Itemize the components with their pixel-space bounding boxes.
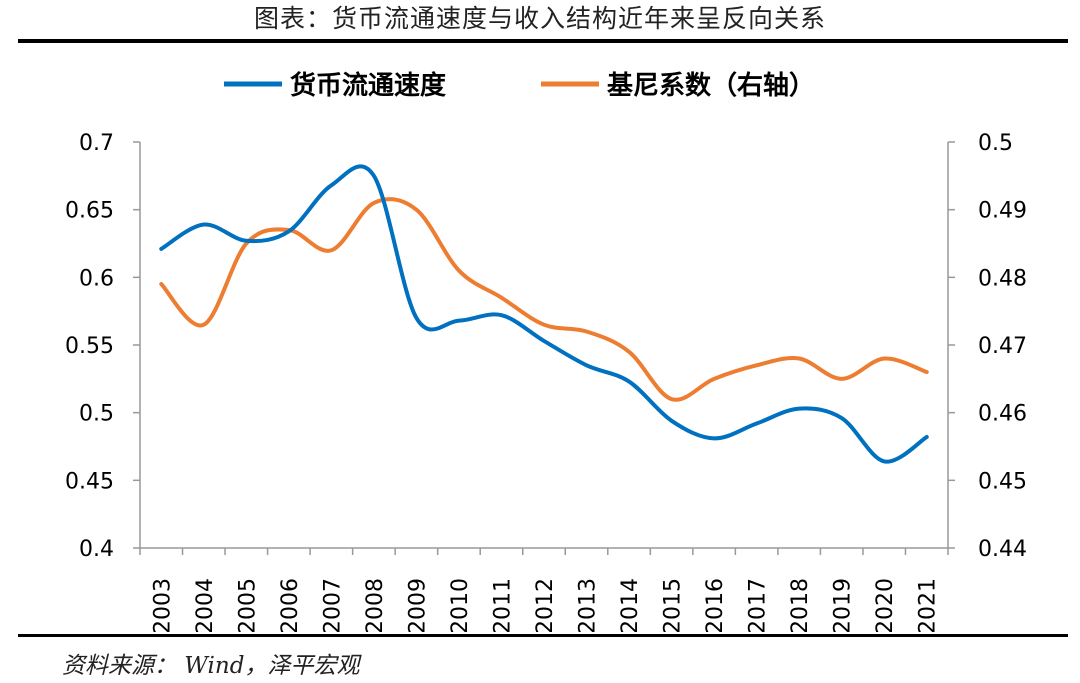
right-tick-label: 0.46: [978, 402, 1027, 427]
left-tick-label: 0.55: [65, 334, 114, 359]
right-tick-label: 0.44: [978, 537, 1027, 562]
x-tick-label: 2005: [235, 578, 260, 632]
x-tick-label: 2013: [576, 578, 601, 632]
legend: 货币流通速度 基尼系数（右轴）: [224, 70, 815, 101]
series-line-velocity: [159, 164, 929, 464]
x-tick-label: 2014: [618, 578, 643, 632]
x-tick-label: 2015: [661, 578, 686, 632]
x-tick-label: 2020: [873, 578, 898, 632]
legend-item-gini: 基尼系数（右轴）: [541, 71, 815, 101]
top-rule: [18, 39, 1068, 43]
x-tick-label: 2016: [703, 578, 728, 632]
x-tick-label: 2017: [746, 578, 771, 632]
left-tick-label: 0.7: [79, 131, 114, 156]
right-tick-label: 0.48: [978, 266, 1027, 291]
legend-item-velocity: 货币流通速度: [224, 70, 446, 101]
left-tick-label: 0.6: [79, 266, 114, 291]
left-tick-label: 0.45: [65, 469, 114, 494]
line-chart: 货币流通速度 基尼系数（右轴） 0.40.450.50.550.60.650.70…: [65, 70, 1027, 632]
bottom-rule: [18, 634, 1068, 637]
right-tick-label: 0.49: [978, 199, 1027, 224]
legend-label: 基尼系数（右轴）: [607, 71, 815, 101]
x-tick-label: 2010: [448, 578, 473, 632]
axes: 0.4 0.45 0.5 0.55 0.6 0.65 0.7 0.44 0.45 0.46 0.47…: [65, 131, 1027, 632]
x-tick-label: 2006: [278, 578, 303, 632]
x-tick-label: 2012: [533, 578, 558, 632]
x-tick-label: 2009: [405, 578, 430, 632]
x-tick-label: 2004: [193, 578, 218, 632]
series-line-gini: [159, 197, 929, 402]
left-tick-label: 0.65: [65, 199, 114, 224]
x-tick-label: 2008: [363, 578, 388, 632]
left-tick-label: 0.4: [79, 537, 114, 562]
x-tick-label: 2011: [490, 578, 515, 632]
x-tick-label: 2007: [320, 578, 345, 632]
right-tick-label: 0.45: [978, 469, 1027, 494]
x-tick-label: 2019: [831, 578, 856, 632]
series-lines: [159, 164, 929, 464]
source-note: 资料来源： Wind，泽平宏观: [62, 653, 360, 679]
x-tick-label: 2021: [916, 578, 941, 632]
x-tick-label: 2003: [150, 578, 175, 632]
figure-title: 图表：货币流通速度与收入结构近年来呈反向关系: [253, 4, 826, 33]
right-tick-label: 0.5: [978, 131, 1013, 156]
left-tick-label: 0.5: [79, 402, 114, 427]
legend-label: 货币流通速度: [290, 70, 446, 101]
x-tick-label: 2018: [788, 578, 813, 632]
right-tick-label: 0.47: [978, 334, 1027, 359]
